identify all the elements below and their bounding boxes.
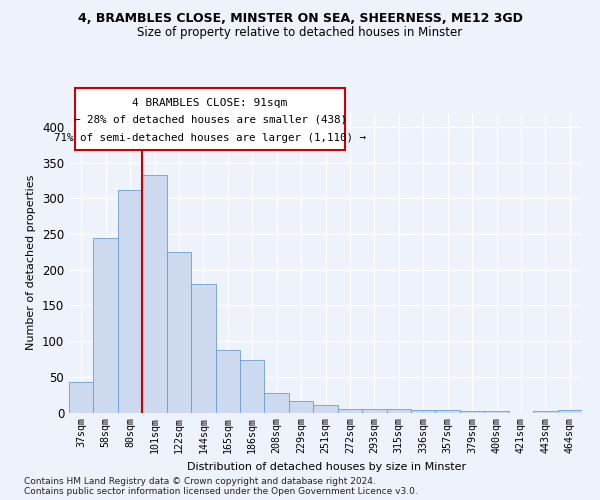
Text: Size of property relative to detached houses in Minster: Size of property relative to detached ho…: [137, 26, 463, 39]
Bar: [436, 410, 460, 412]
Y-axis label: Number of detached properties: Number of detached properties: [26, 175, 37, 350]
Bar: [118, 190, 142, 412]
Bar: [94, 238, 118, 412]
Bar: [265, 393, 289, 412]
Text: Contains public sector information licensed under the Open Government Licence v3: Contains public sector information licen…: [24, 486, 418, 496]
Text: ← 28% of detached houses are smaller (438): ← 28% of detached houses are smaller (43…: [74, 115, 347, 125]
Text: Contains HM Land Registry data © Crown copyright and database right 2024.: Contains HM Land Registry data © Crown c…: [24, 476, 376, 486]
Bar: [386, 409, 411, 412]
Bar: [215, 350, 240, 412]
Bar: [362, 409, 386, 412]
Text: 4 BRAMBLES CLOSE: 91sqm: 4 BRAMBLES CLOSE: 91sqm: [133, 98, 287, 108]
Bar: [240, 360, 265, 412]
Bar: [313, 406, 338, 412]
Bar: [460, 411, 484, 412]
Text: 71% of semi-detached houses are larger (1,110) →: 71% of semi-detached houses are larger (…: [54, 134, 366, 143]
Bar: [557, 410, 582, 412]
Bar: [69, 382, 94, 412]
Bar: [484, 411, 509, 412]
Bar: [191, 284, 215, 412]
Bar: [142, 176, 167, 412]
Text: 4, BRAMBLES CLOSE, MINSTER ON SEA, SHEERNESS, ME12 3GD: 4, BRAMBLES CLOSE, MINSTER ON SEA, SHEER…: [77, 12, 523, 26]
Text: Distribution of detached houses by size in Minster: Distribution of detached houses by size …: [187, 462, 467, 472]
Bar: [289, 401, 313, 412]
Bar: [411, 410, 436, 412]
Bar: [533, 411, 557, 412]
Bar: [338, 409, 362, 412]
Bar: [167, 252, 191, 412]
